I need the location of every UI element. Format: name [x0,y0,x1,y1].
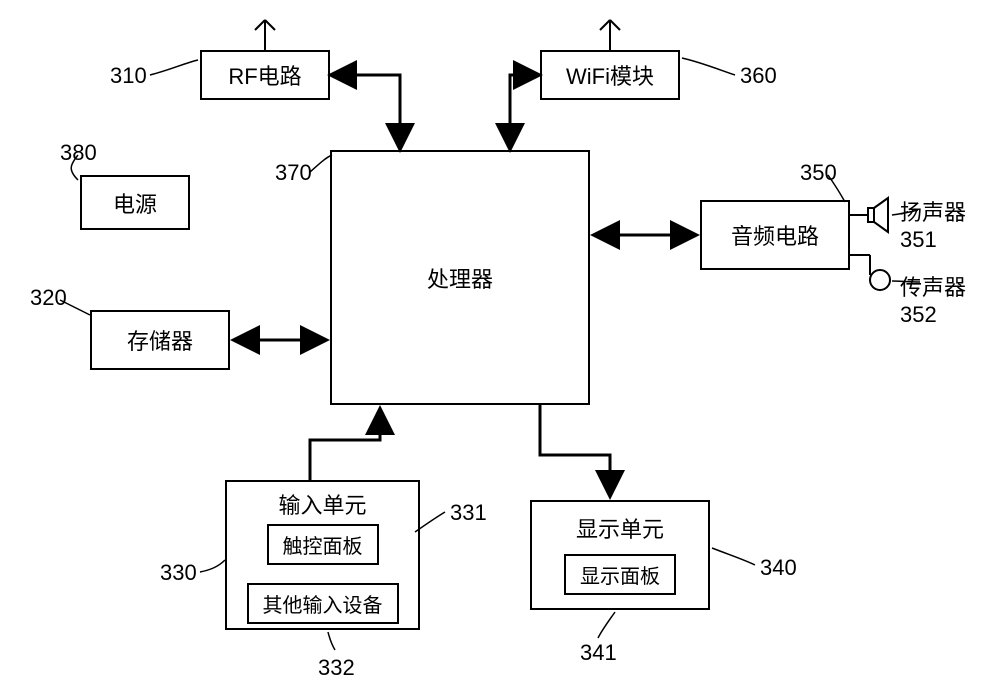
rf-antenna-icon [255,20,275,50]
input-block: 输入单元 触控面板 其他输入设备 [225,480,420,630]
memory-label: 存储器 [127,324,193,356]
power-block: 电源 [80,175,190,230]
other-input-label: 其他输入设备 [263,595,383,617]
arrow-cpu-display [540,405,610,497]
speaker-icon [850,198,888,232]
arrow-input-cpu [310,408,380,480]
audio-label: 音频电路 [731,219,819,251]
touch-panel-label: 触控面板 [283,536,363,558]
wifi-block: WiFi模块 [540,50,680,100]
ref-360: 360 [740,63,777,89]
speaker-label: 扬声器351 [900,195,1000,253]
wifi-label: WiFi模块 [566,59,654,91]
display-panel-label: 显示面板 [580,566,660,588]
ref-331: 331 [450,500,487,526]
display-label: 显示单元 [576,512,664,544]
arrow-wifi-cpu [510,75,540,150]
display-block: 显示单元 显示面板 [530,500,710,610]
other-input-block: 其他输入设备 [247,583,399,624]
ref-340: 340 [760,555,797,581]
display-panel-block: 显示面板 [564,554,676,595]
ref-370: 370 [275,160,312,186]
wifi-antenna-icon [600,20,620,50]
ref-320: 320 [30,285,67,311]
ref-310: 310 [110,63,147,89]
cpu-label: 处理器 [427,262,493,294]
ref-380: 380 [60,140,97,166]
memory-block: 存储器 [90,310,230,370]
ref-350: 350 [800,160,837,186]
touch-panel-block: 触控面板 [267,524,379,565]
power-label: 电源 [113,187,157,219]
mic-label: 传声器352 [900,270,1000,328]
rf-label: RF电路 [228,59,301,91]
ref-330: 330 [160,560,197,586]
audio-block: 音频电路 [700,200,850,270]
cpu-block: 处理器 [330,150,590,405]
rf-block: RF电路 [200,50,330,100]
ref-341: 341 [580,640,617,666]
ref-332: 332 [318,655,355,681]
mic-icon [850,255,890,290]
input-label: 输入单元 [278,488,366,520]
arrow-rf-cpu [330,75,400,150]
